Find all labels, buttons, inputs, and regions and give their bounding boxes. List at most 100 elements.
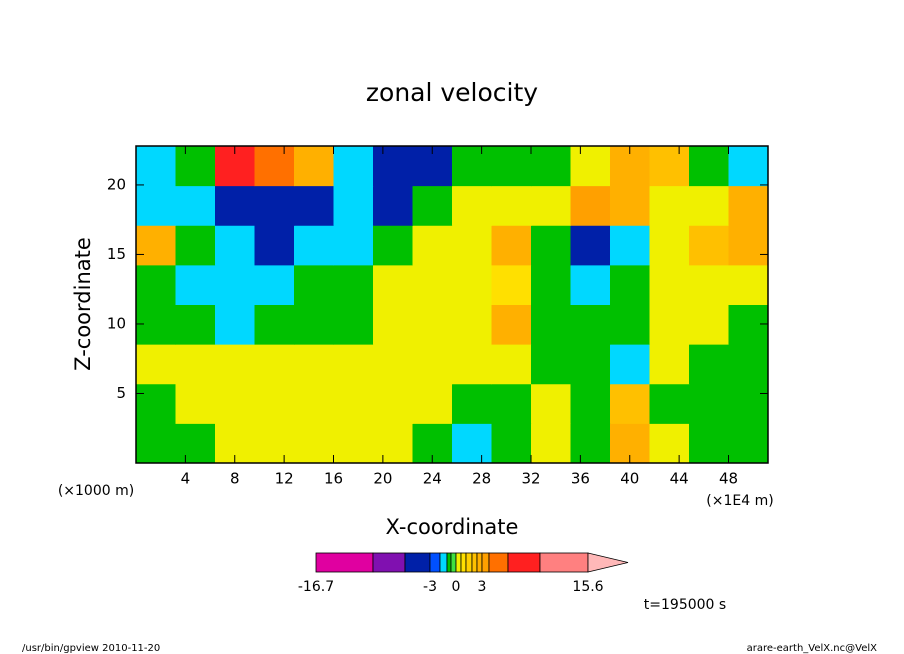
contour-cell	[728, 344, 769, 385]
x-tick-label: 32	[521, 470, 540, 488]
contour-cell	[491, 383, 532, 424]
contour-cell	[333, 264, 374, 305]
contour-cell	[136, 304, 176, 345]
colorbar-box	[429, 552, 441, 573]
contour-cell	[136, 225, 176, 266]
contour-cell	[491, 304, 532, 345]
contour-cell	[689, 423, 729, 464]
colorbar-tick-label: -3	[423, 579, 437, 595]
contour-cell	[333, 423, 374, 464]
colorbar-tick-label: 15.6	[572, 579, 603, 595]
contour-cell	[333, 185, 374, 226]
contour-cell	[294, 185, 334, 226]
colorbar-box	[404, 552, 431, 573]
contour-cell	[412, 383, 453, 424]
contour-cell	[373, 146, 413, 187]
contour-cell	[570, 264, 611, 305]
contour-cell	[610, 225, 650, 266]
contour-cell	[412, 304, 453, 345]
contour-cell	[333, 344, 374, 385]
y-tick-label: 10	[107, 314, 126, 332]
contour-cell	[373, 264, 413, 305]
contour-cell	[689, 225, 729, 266]
y-tick-label: 20	[107, 175, 126, 193]
contour-cell	[254, 264, 295, 305]
colorbar-box	[465, 552, 473, 573]
x-tick-label: 20	[373, 470, 392, 488]
contour-cell	[610, 344, 650, 385]
contour-cell	[294, 383, 334, 424]
colorbar-extension	[587, 552, 629, 573]
contour-cell	[136, 264, 176, 305]
colorbar-box	[455, 552, 462, 573]
contour-cell	[452, 225, 492, 266]
contour-cell	[294, 304, 334, 345]
contour-cell	[333, 146, 374, 187]
contour-cell	[689, 304, 729, 345]
colorbar-box	[372, 552, 406, 573]
contour-cell	[254, 225, 295, 266]
contour-cell	[649, 146, 690, 187]
contour-cell	[136, 146, 176, 187]
colorbar-box	[450, 552, 457, 573]
time-label: t=195000 s	[644, 597, 726, 613]
contour-cell	[531, 225, 571, 266]
contour-cell	[689, 146, 729, 187]
x-tick-label: 24	[423, 470, 442, 488]
contour-cell	[215, 264, 255, 305]
x-tick-label: 28	[472, 470, 491, 488]
footer-right: arare-earth_VelX.nc@VelX	[747, 643, 878, 654]
x-tick-label: 36	[571, 470, 590, 488]
contour-cell	[728, 383, 769, 424]
colorbar-box	[481, 552, 490, 573]
x-tick-label: 16	[324, 470, 343, 488]
y-tick-label: 5	[116, 384, 126, 402]
contour-cell	[175, 423, 216, 464]
colorbar-tick-label: -16.7	[298, 579, 334, 595]
contour-cell	[531, 146, 571, 187]
contour-cell	[728, 185, 769, 226]
contour-cell	[491, 264, 532, 305]
contour-cell	[215, 304, 255, 345]
contour-cell	[215, 225, 255, 266]
contour-cell	[373, 185, 413, 226]
contour-cell	[570, 225, 611, 266]
contour-cell	[175, 225, 216, 266]
x-tick-label: 4	[181, 470, 191, 488]
contour-cell	[136, 344, 176, 385]
contour-cell	[333, 304, 374, 345]
contour-cell	[689, 344, 729, 385]
contour-cell	[412, 225, 453, 266]
contour-cell	[649, 264, 690, 305]
contour-cell	[254, 383, 295, 424]
contour-cell	[610, 185, 650, 226]
x-axis-label: X-coordinate	[386, 515, 519, 539]
contour-cell	[136, 423, 176, 464]
contour-cell	[452, 344, 492, 385]
contour-cell	[175, 304, 216, 345]
contour-cell	[491, 344, 532, 385]
colorbar-box	[439, 552, 448, 573]
chart-title: zonal velocity	[366, 78, 538, 107]
contour-cell	[215, 185, 255, 226]
contour-cell	[333, 383, 374, 424]
x-tick-label: 40	[620, 470, 639, 488]
contour-cell	[254, 344, 295, 385]
contour-cell	[728, 146, 769, 187]
contour-cell	[610, 304, 650, 345]
contour-cell	[175, 264, 216, 305]
colorbar-box	[476, 552, 483, 573]
colorbar-tick-label: 3	[478, 579, 487, 595]
contour-cell	[649, 185, 690, 226]
contour-cell	[452, 264, 492, 305]
contour-cell	[491, 146, 532, 187]
contour-cell	[570, 344, 611, 385]
contour-cell	[294, 344, 334, 385]
contour-cell	[649, 225, 690, 266]
contour-cell	[412, 344, 453, 385]
contour-cell	[175, 344, 216, 385]
contour-cell	[689, 383, 729, 424]
colorbar-box	[446, 552, 452, 573]
y-tick-label: 15	[107, 245, 126, 263]
